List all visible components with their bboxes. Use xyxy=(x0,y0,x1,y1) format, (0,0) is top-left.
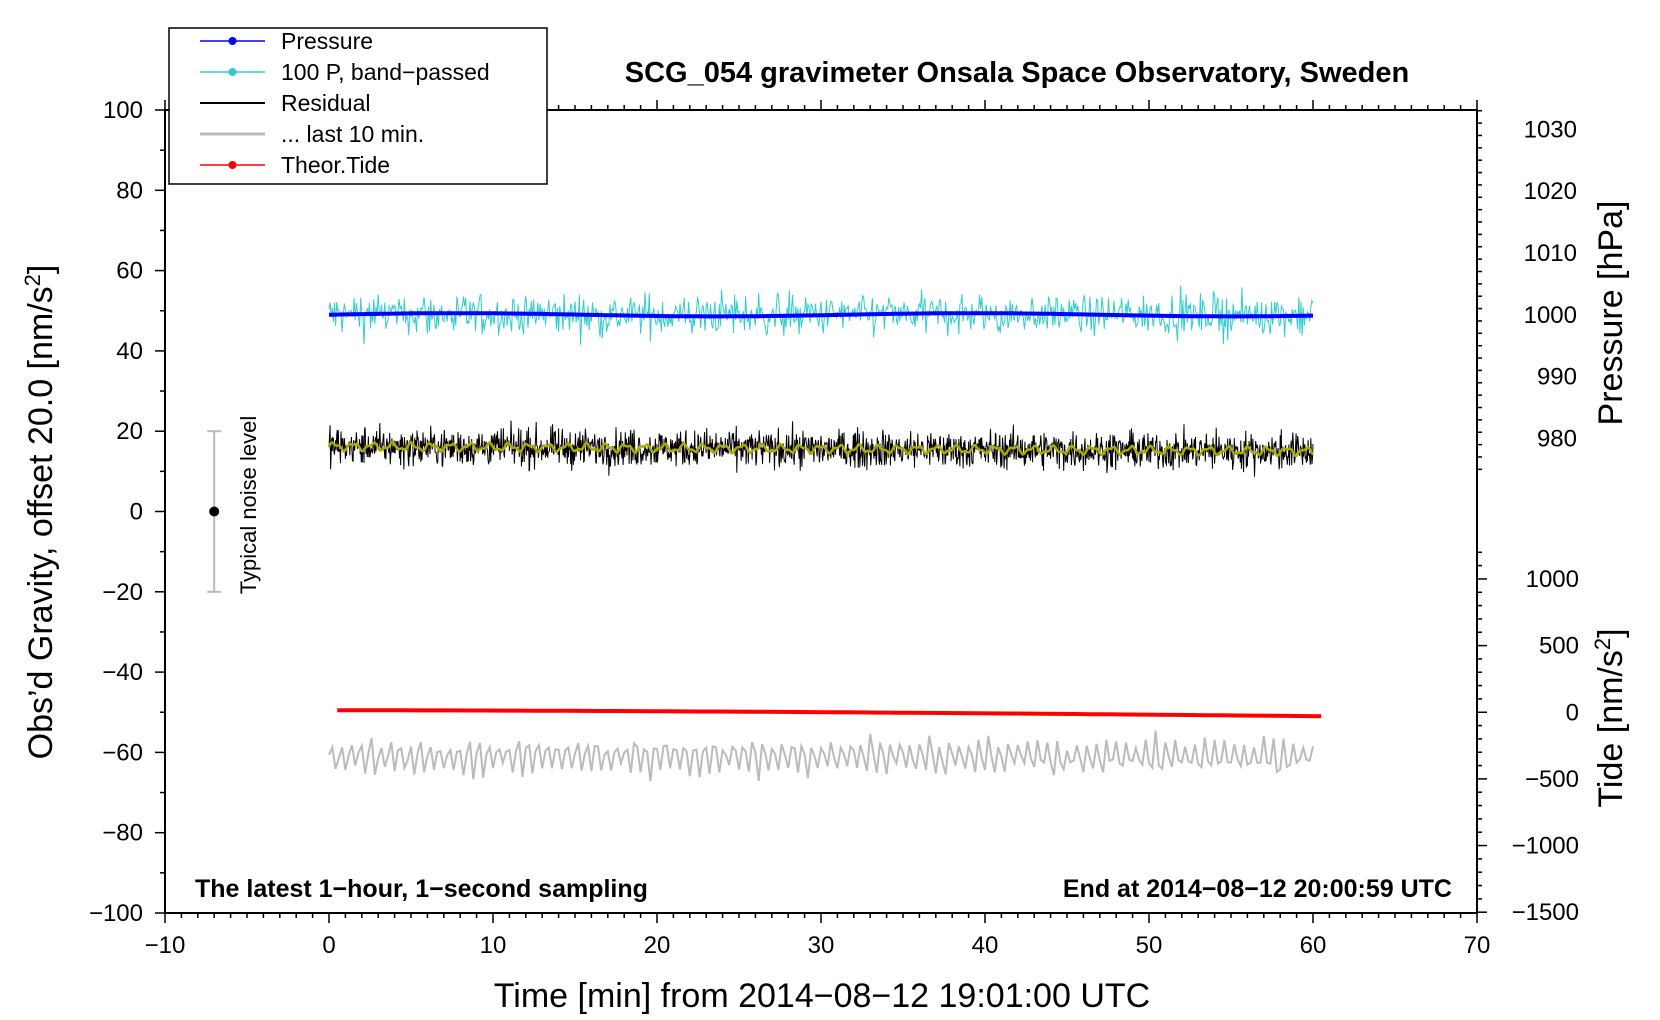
y-pressure-tick-label: 980 xyxy=(1537,425,1577,452)
y-left-tick-label: 20 xyxy=(116,418,143,445)
y-tide-title-sup: 2 xyxy=(1590,638,1615,650)
x-tick-label: 60 xyxy=(1300,932,1327,959)
y-left-tick-label: 60 xyxy=(116,258,143,285)
series-residual xyxy=(328,420,1314,477)
y-axis-right: 1030 1020 1010 1000 990 980 1000 500 0 −500 −1000 −… xyxy=(1477,109,1579,926)
y-tide-tick-label: −1000 xyxy=(1512,833,1579,860)
legend-box xyxy=(168,27,548,185)
noise-label: Typical noise level xyxy=(236,416,261,595)
y-left-tick-label: −40 xyxy=(102,659,143,686)
x-tick-label: 50 xyxy=(1136,932,1163,959)
y-tide-tick-label: 1000 xyxy=(1526,566,1579,593)
x-tick-label: 70 xyxy=(1464,932,1491,959)
y-left-tick-label: 80 xyxy=(116,177,143,204)
series-pressure xyxy=(328,311,1314,319)
y-tide-title-base: Tide [nm/s xyxy=(1592,650,1630,807)
legend-marker xyxy=(228,161,237,169)
x-tick-label: −10 xyxy=(145,932,186,959)
y-left-tick-label: −100 xyxy=(89,900,143,927)
series-bandpassed-pressure xyxy=(328,285,1314,345)
y-axis-left-title: Obs’d Gravity, offset 20.0 [nm/s2] xyxy=(20,265,61,760)
legend-label: Pressure xyxy=(281,28,373,54)
y-left-title-base: Obs’d Gravity, offset 20.0 [nm/s xyxy=(22,286,60,759)
x-tick-label: 0 xyxy=(322,932,335,959)
x-tick-label: 10 xyxy=(480,932,507,959)
y-axis-left: 100 80 60 40 20 0 −20 −40 −60 −80 −100 xyxy=(89,97,165,927)
legend-marker xyxy=(228,68,237,76)
y-left-title-sup: 2 xyxy=(20,274,45,286)
x-axis: −10 0 10 20 30 40 50 60 70 xyxy=(145,100,1491,959)
y-left-tick-label: −20 xyxy=(102,579,143,606)
y-pressure-tick-label: 1020 xyxy=(1524,178,1577,205)
series-residual-smoothed xyxy=(327,440,1315,457)
y-pressure-tick-label: 1010 xyxy=(1524,240,1577,267)
x-axis-title: Time [min] from 2014−08−12 19:01:00 UTC xyxy=(494,977,1150,1015)
y-left-tick-label: 40 xyxy=(116,338,143,365)
legend: Pressure 100 P, band−passed Residual ... la… xyxy=(200,28,490,178)
y-tide-tick-label: 0 xyxy=(1566,699,1579,726)
y-tide-tick-label: −500 xyxy=(1525,766,1579,793)
legend-marker xyxy=(228,37,237,45)
y-left-tick-label: 0 xyxy=(130,499,143,526)
legend-label: 100 P, band−passed xyxy=(281,59,490,85)
y-axis-tide-title: Tide [nm/s2] xyxy=(1590,628,1631,807)
noise-bar-dot xyxy=(209,506,220,517)
y-pressure-tick-label: 990 xyxy=(1537,364,1577,391)
y-left-tick-label: −60 xyxy=(102,739,143,766)
footer-left: The latest 1−hour, 1−second sampling xyxy=(195,875,648,903)
legend-label: Residual xyxy=(281,90,371,116)
y-left-tick-label: 100 xyxy=(103,97,143,124)
y-tide-tick-label: 500 xyxy=(1539,633,1579,660)
y-left-tick-label: −80 xyxy=(102,820,143,847)
y-tide-title-close: ] xyxy=(1592,628,1630,637)
y-tide-tick-label: −1500 xyxy=(1512,899,1579,926)
x-tick-label: 30 xyxy=(808,932,835,959)
x-tick-label: 20 xyxy=(644,932,671,959)
legend-label: ... last 10 min. xyxy=(281,121,424,147)
series-group xyxy=(327,285,1322,782)
footer-right: End at 2014−08−12 20:00:59 UTC xyxy=(1063,875,1452,903)
legend-label: Theor.Tide xyxy=(281,152,390,178)
y-axis-pressure-title: Pressure [hPa] xyxy=(1592,201,1630,426)
noise-bar: Typical noise level xyxy=(207,416,261,595)
plot-frame xyxy=(164,109,1478,914)
series-last-10-min xyxy=(328,730,1314,782)
series-theoretical-tide xyxy=(337,708,1322,719)
y-pressure-tick-label: 1000 xyxy=(1524,302,1577,329)
x-tick-label: 40 xyxy=(972,932,999,959)
y-left-title-close: ] xyxy=(22,265,60,274)
y-pressure-tick-label: 1030 xyxy=(1524,116,1577,143)
chart-title: SCG_054 gravimeter Onsala Space Observat… xyxy=(625,57,1409,89)
